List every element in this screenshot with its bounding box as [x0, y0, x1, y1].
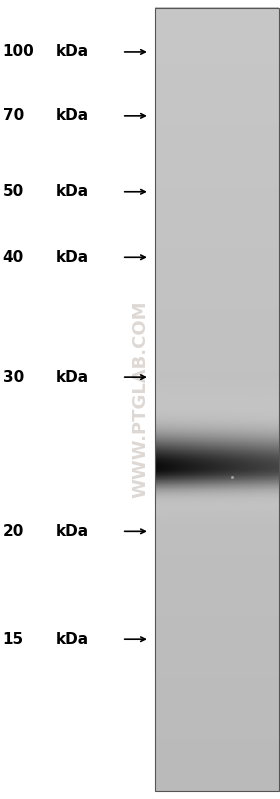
Text: 70: 70: [3, 109, 24, 123]
Text: 40: 40: [3, 250, 24, 264]
Text: kDa: kDa: [56, 370, 89, 384]
Text: kDa: kDa: [56, 632, 89, 646]
Text: 15: 15: [3, 632, 24, 646]
Text: kDa: kDa: [56, 524, 89, 539]
Text: 30: 30: [3, 370, 24, 384]
Text: kDa: kDa: [56, 250, 89, 264]
Text: kDa: kDa: [56, 45, 89, 59]
Text: 50: 50: [3, 185, 24, 199]
Text: kDa: kDa: [56, 109, 89, 123]
Text: 20: 20: [3, 524, 24, 539]
Text: WWW.PTGLAB.COM: WWW.PTGLAB.COM: [131, 300, 149, 499]
Text: 100: 100: [3, 45, 34, 59]
Bar: [155, 8, 279, 791]
Text: kDa: kDa: [56, 185, 89, 199]
